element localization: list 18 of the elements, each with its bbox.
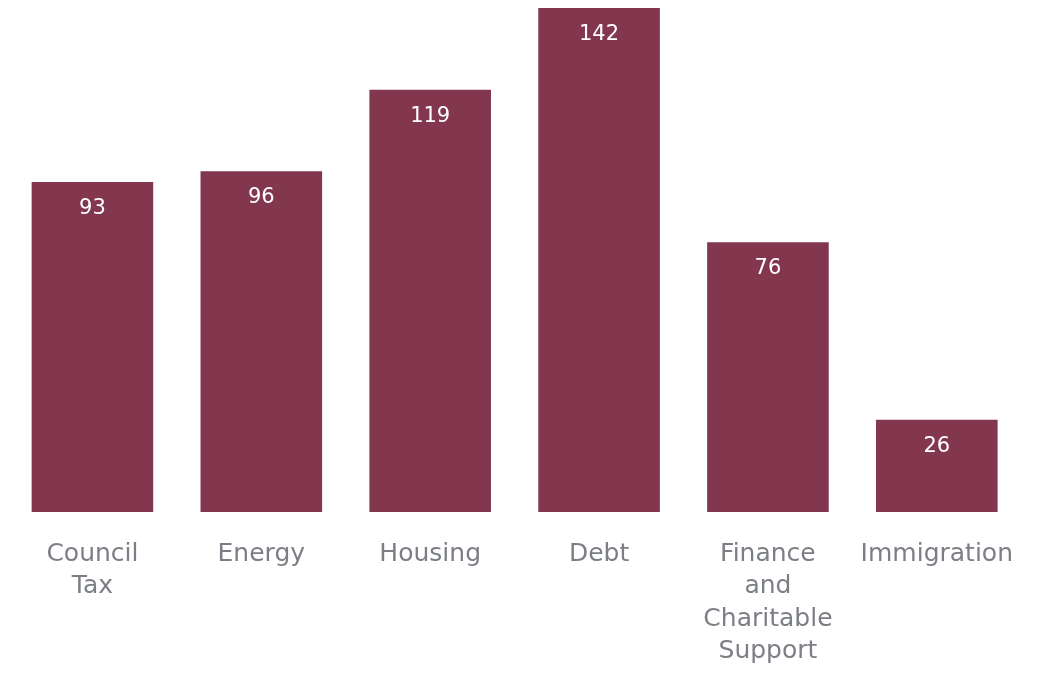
- x-tick-label: Energy: [217, 537, 306, 567]
- data-label: 96: [247, 184, 275, 209]
- x-tick-label: Finance and Charitable Support: [703, 537, 833, 665]
- data-label: 26: [923, 432, 951, 457]
- data-label: 142: [579, 20, 620, 45]
- x-tick-label: Council Tax: [46, 537, 139, 600]
- data-label: 76: [754, 255, 782, 280]
- data-label: 93: [79, 194, 106, 219]
- bar: [707, 242, 829, 512]
- bar: [31, 181, 154, 512]
- bar: [369, 89, 491, 512]
- x-tick-label: Debt: [568, 537, 630, 567]
- x-tick-label: Housing: [379, 537, 481, 567]
- x-tick-label: Immigration: [860, 537, 1014, 567]
- bar: [200, 171, 323, 512]
- bar: [538, 8, 660, 512]
- data-label: 119: [410, 102, 451, 127]
- bar: [876, 419, 998, 512]
